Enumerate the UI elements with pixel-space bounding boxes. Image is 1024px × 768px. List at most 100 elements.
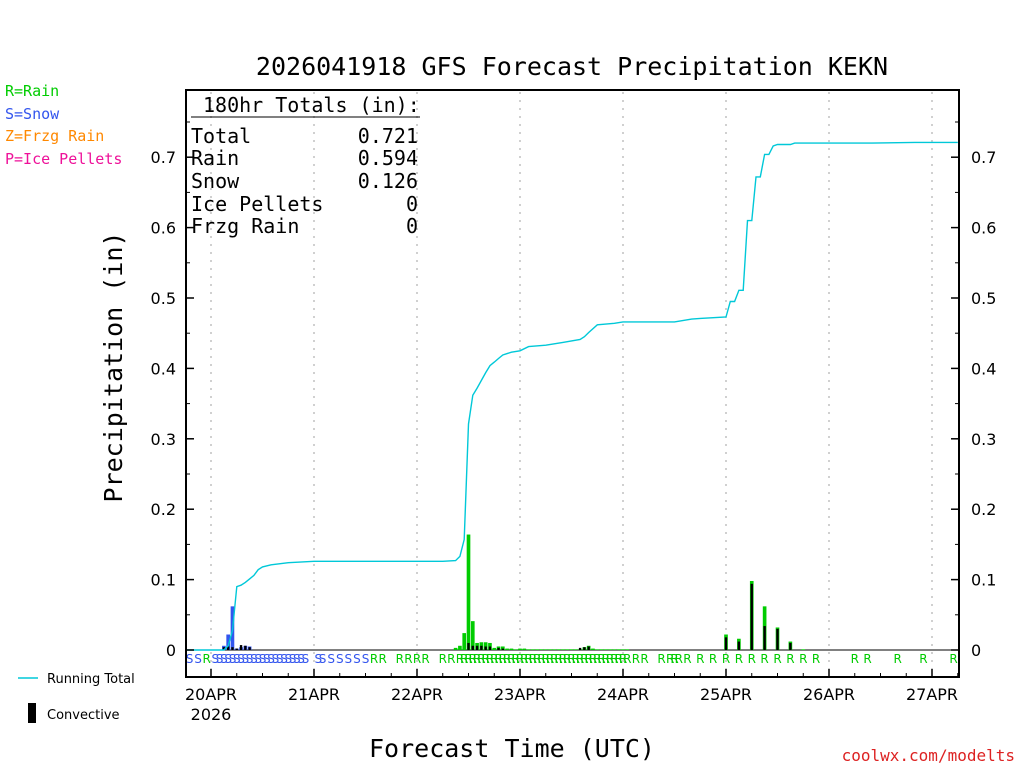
precip-type-letter: R	[585, 652, 593, 666]
precip-type-letter: R	[413, 652, 421, 666]
precip-type-letter: R	[473, 652, 481, 666]
x-tick-label: 27APR	[906, 685, 958, 704]
type-legend: R=Rain S=Snow Z=Frzg Rain P=Ice Pellets	[5, 82, 122, 168]
y-tick-label-right: 0.4	[971, 359, 996, 378]
y-tick-label-right: 0.3	[971, 430, 996, 449]
precip-type-letter: R	[683, 652, 691, 666]
y-tick-label-left: 0.6	[151, 219, 176, 238]
rain-bar	[561, 649, 565, 650]
precip-type-letter: R	[602, 652, 610, 666]
precip-type-letter: S	[362, 652, 370, 666]
precip-type-letter: R	[623, 652, 631, 666]
precip-type-letter: S	[276, 652, 284, 666]
precip-type-letter: S	[224, 652, 232, 666]
precip-type-letter: R	[657, 652, 665, 666]
y-tick-label-right: 0	[971, 641, 981, 660]
precip-type-letter: R	[576, 652, 584, 666]
convective-bar	[226, 646, 230, 650]
precip-type-letter: S	[319, 652, 327, 666]
convective-bar	[724, 637, 728, 650]
precipitation-bars	[222, 534, 806, 650]
precip-type-letter: R	[494, 652, 502, 666]
rain-bar	[509, 648, 514, 650]
rain-bar	[621, 649, 625, 650]
precip-type-letter: R	[640, 652, 648, 666]
precip-type-letter: R	[456, 652, 464, 666]
x-tick-label: 24APR	[597, 685, 649, 704]
rain-bar	[625, 649, 630, 650]
rain-bar	[573, 649, 578, 650]
legend-snow: S=Snow	[5, 105, 60, 123]
convective-bar	[501, 648, 505, 650]
precip-type-letter: S	[233, 652, 241, 666]
snow-bar	[226, 634, 230, 650]
precip-type-letter: S	[293, 652, 301, 666]
convective-bar	[578, 647, 582, 650]
rain-bar	[556, 649, 561, 650]
precip-type-letter: S	[297, 652, 305, 666]
precip-type-letter: R	[773, 652, 781, 666]
y-tick-label-left: 0.7	[151, 148, 176, 167]
rain-bar	[518, 648, 522, 650]
legend-rain: R=Rain	[5, 82, 59, 100]
legend-ice-pellets: P=Ice Pellets	[5, 150, 122, 168]
convective-bar	[248, 647, 251, 650]
precip-type-letter: R	[567, 652, 575, 666]
y-tick-label-left: 0.4	[151, 359, 176, 378]
precip-type-letter: S	[237, 652, 245, 666]
rain-bar	[531, 649, 535, 650]
x-axis-year: 2026	[191, 705, 232, 724]
convective-bar	[763, 626, 766, 650]
y-tick-label-right: 0.6	[971, 219, 996, 238]
rain-bar	[505, 648, 509, 650]
precip-type-letter: R	[615, 652, 623, 666]
legend-convective-swatch	[28, 703, 36, 723]
precip-type-letter: R	[851, 652, 859, 666]
precip-type-letter: S	[263, 652, 271, 666]
precip-type-letter: R	[460, 652, 468, 666]
totals-value-freezing-rain: 0	[406, 214, 418, 238]
totals-value-ice-pellets: 0	[406, 192, 418, 216]
rain-bar	[608, 649, 612, 650]
precip-type-letter: S	[327, 652, 335, 666]
totals-header: 180hr Totals (in):	[203, 93, 420, 117]
convective-bar	[231, 647, 234, 650]
precip-type-letter: R	[863, 652, 871, 666]
convective-bar	[776, 628, 779, 650]
rain-bar	[453, 647, 458, 650]
precip-type-letter: R	[597, 652, 605, 666]
gridlines	[186, 92, 959, 675]
totals-value-snow: 0.126	[358, 169, 418, 193]
x-tick-label: 20APR	[185, 685, 237, 704]
precip-type-letter: R	[486, 652, 494, 666]
convective-bar	[471, 645, 474, 650]
running-total-layer	[185, 141, 958, 651]
rain-bar	[458, 645, 462, 650]
precip-type-letter: S	[194, 652, 202, 666]
convective-bar	[750, 583, 753, 650]
plot-frame	[185, 89, 960, 678]
totals-box: 180hr Totals (in): Total 0.721 Rain 0.59…	[191, 93, 420, 238]
rain-bar	[539, 649, 544, 650]
convective-bar	[583, 647, 586, 650]
rain-bar	[616, 649, 621, 650]
precip-type-letter: R	[593, 652, 601, 666]
rain-bar	[483, 642, 488, 650]
convective-bar	[480, 645, 483, 650]
y-tick-label-right: 0.1	[971, 571, 996, 590]
precip-type-letter: R	[507, 652, 515, 666]
rain-bar	[801, 649, 806, 650]
precip-type-letter: R	[464, 652, 472, 666]
running-total-line	[185, 141, 958, 651]
totals-label-snow: Snow	[191, 169, 240, 193]
precip-type-letter: R	[203, 652, 211, 666]
precip-type-letter: S	[259, 652, 267, 666]
rain-bar	[492, 647, 497, 650]
totals-label-freezing-rain: Frzg Rain	[191, 214, 299, 238]
precip-type-letter: R	[524, 652, 532, 666]
y-tick-label-right: 0.2	[971, 500, 996, 519]
precip-type-letter: S	[280, 652, 288, 666]
precip-type-letter: S	[241, 652, 249, 666]
rain-bar	[470, 621, 475, 650]
